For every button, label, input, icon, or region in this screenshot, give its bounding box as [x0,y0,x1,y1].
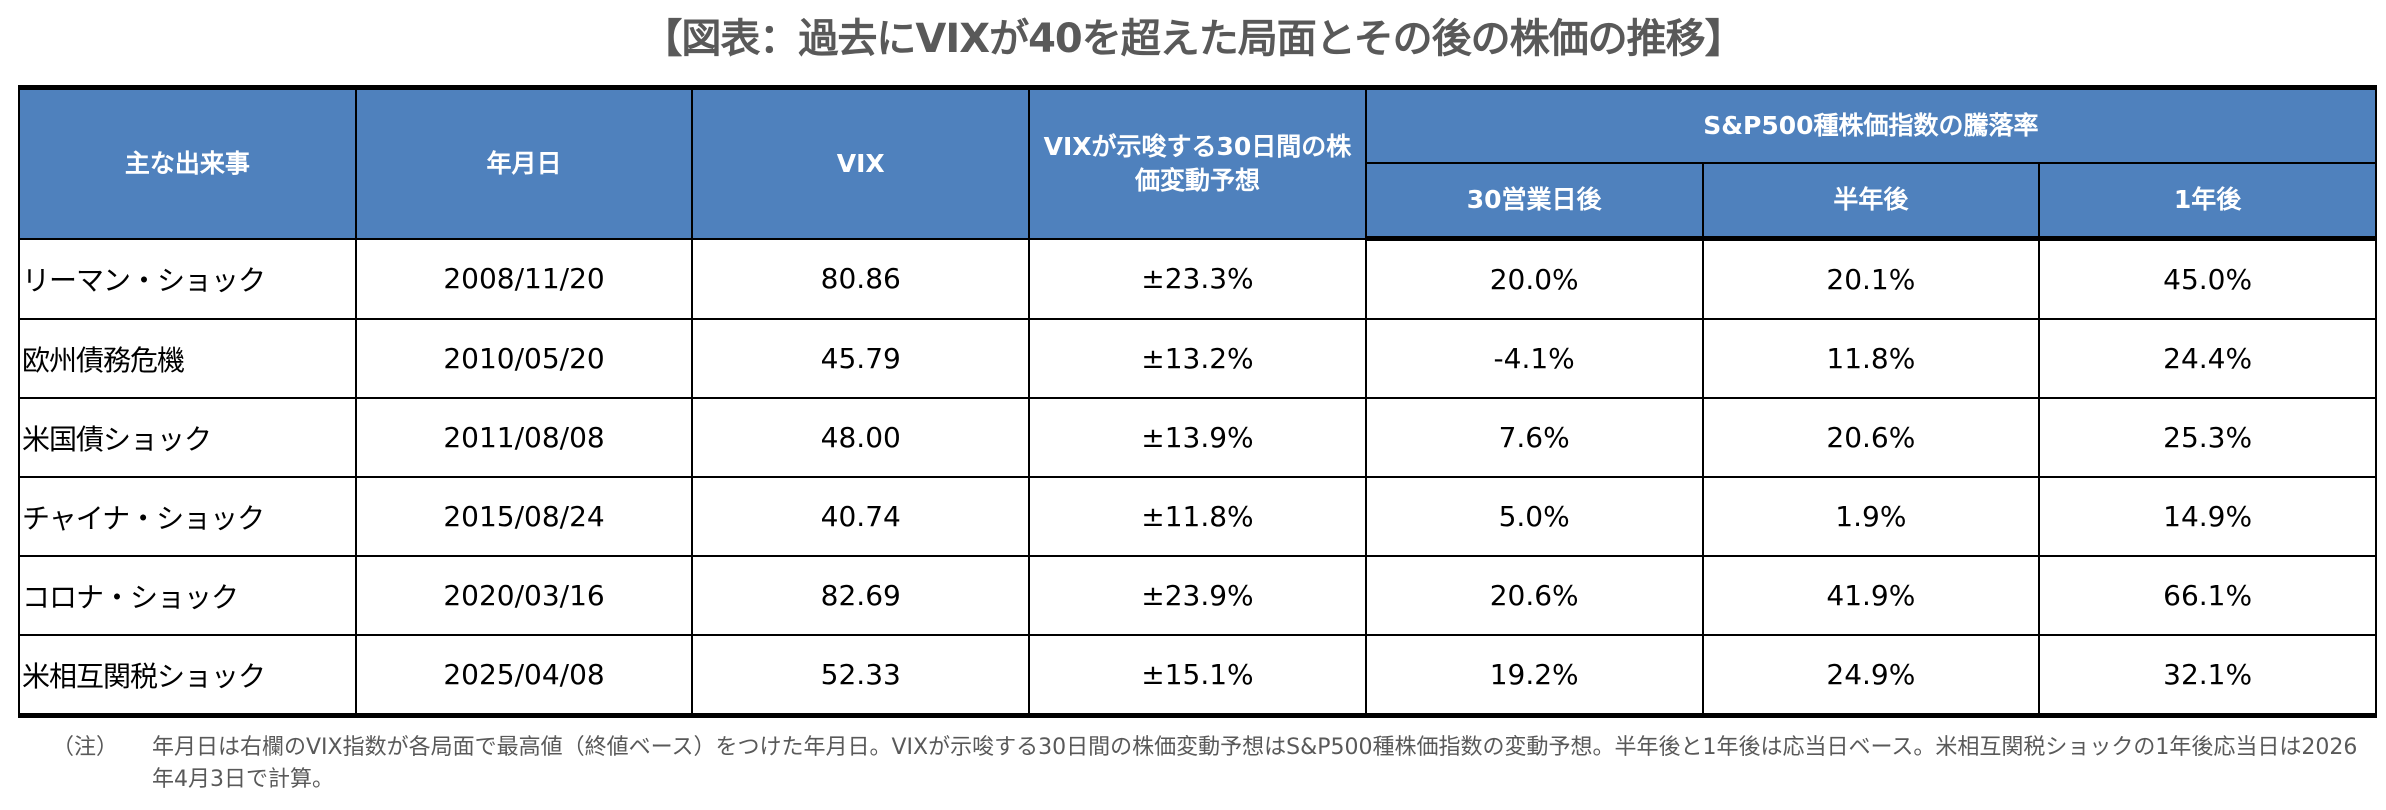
cell-half: 11.8% [1701,318,2041,399]
header-event: 主な出来事 [18,85,357,240]
cell-date: 2015/08/24 [354,476,694,557]
cell-implied: ±23.9% [1028,555,1367,636]
header-date: 年月日 [354,85,694,240]
cell-date: 2020/03/16 [354,555,694,636]
cell-implied: ±23.3% [1028,237,1367,320]
cell-date: 2008/11/20 [354,237,694,320]
table-row: チャイナ・ショック 2015/08/24 40.74 ±11.8% 5.0% 1.9% 14… [18,476,2377,557]
cell-d30: -4.1% [1364,318,1704,399]
table-row: 米国債ショック 2011/08/08 48.00 ±13.9% 7.6% 20.6% 25.… [18,397,2377,478]
footnote-text: 年月日は右欄のVIX指数が各局面で最高値（終値ベース）をつけた年月日。VIXが示… [152,735,2358,792]
header-implied: VIXが示唆する30日間の株価変動予想 [1028,85,1367,240]
cell-implied: ±13.2% [1028,318,1367,399]
cell-implied: ±13.9% [1028,397,1367,478]
table-row: リーマン・ショック 2008/11/20 80.86 ±23.3% 20.0% 20.1%… [18,237,2377,320]
cell-d30: 20.6% [1364,555,1704,636]
cell-date: 2011/08/08 [354,397,694,478]
cell-vix: 48.00 [691,397,1031,478]
vix-table: 主な出来事 年月日 VIX VIXが示唆する30日間の株価変動予想 S&P500… [18,85,2378,718]
cell-half: 20.1% [1701,237,2041,320]
header-sp-group: S&P500種株価指数の騰落率 [1364,85,2378,164]
cell-event: 欧州債務危機 [18,318,357,399]
cell-event: 米相互関税ショック [18,634,357,718]
cell-year: 32.1% [2038,634,2377,718]
header-row: 主な出来事 年月日 VIX VIXが示唆する30日間の株価変動予想 S&P500… [18,85,2378,240]
cell-vix: 82.69 [691,555,1031,636]
cell-half: 41.9% [1701,555,2041,636]
header-subrow: 30営業日後 半年後 1年後 [19,162,2377,241]
cell-year: 24.4% [2038,318,2377,399]
cell-d30: 5.0% [1364,476,1704,557]
cell-event: チャイナ・ショック [18,476,357,557]
cell-vix: 40.74 [691,476,1031,557]
cell-vix: 45.79 [691,318,1031,399]
cell-d30: 19.2% [1364,634,1704,718]
cell-half: 1.9% [1701,476,2041,557]
cell-implied: ±15.1% [1028,634,1367,718]
header-one-year: 1年後 [2038,162,2377,241]
cell-half: 20.6% [1701,397,2041,478]
table-row: 米相互関税ショック 2025/04/08 52.33 ±15.1% 19.2% 24.9%… [18,634,2377,718]
cell-event: コロナ・ショック [18,555,357,636]
cell-year: 66.1% [2038,555,2377,636]
cell-vix: 80.86 [691,237,1031,320]
cell-year: 45.0% [2038,237,2377,320]
cell-half: 24.9% [1701,634,2041,718]
cell-implied: ±11.8% [1028,476,1367,557]
cell-event: リーマン・ショック [18,237,357,320]
cell-date: 2010/05/20 [354,318,694,399]
cell-date: 2025/04/08 [354,634,694,718]
cell-event: 米国債ショック [18,397,357,478]
cell-d30: 7.6% [1364,397,1704,478]
header-half-year: 半年後 [1701,162,2041,241]
header-vix: VIX [691,85,1031,240]
header-30days: 30営業日後 [1364,162,1704,241]
table-row: 欧州債務危機 2010/05/20 45.79 ±13.2% -4.1% 11.8% 24.… [18,318,2377,399]
cell-vix: 52.33 [691,634,1031,718]
chart-title: 【図表：過去にVIXが40を超えた局面とその後の株価の推移】 [642,16,1744,62]
cell-d30: 20.0% [1364,237,1704,320]
table-row: コロナ・ショック 2020/03/16 82.69 ±23.9% 20.6% 41.9% 6… [18,555,2377,636]
cell-year: 14.9% [2038,476,2377,557]
cell-year: 25.3% [2038,397,2377,478]
footnote-label: （注） [52,735,119,760]
